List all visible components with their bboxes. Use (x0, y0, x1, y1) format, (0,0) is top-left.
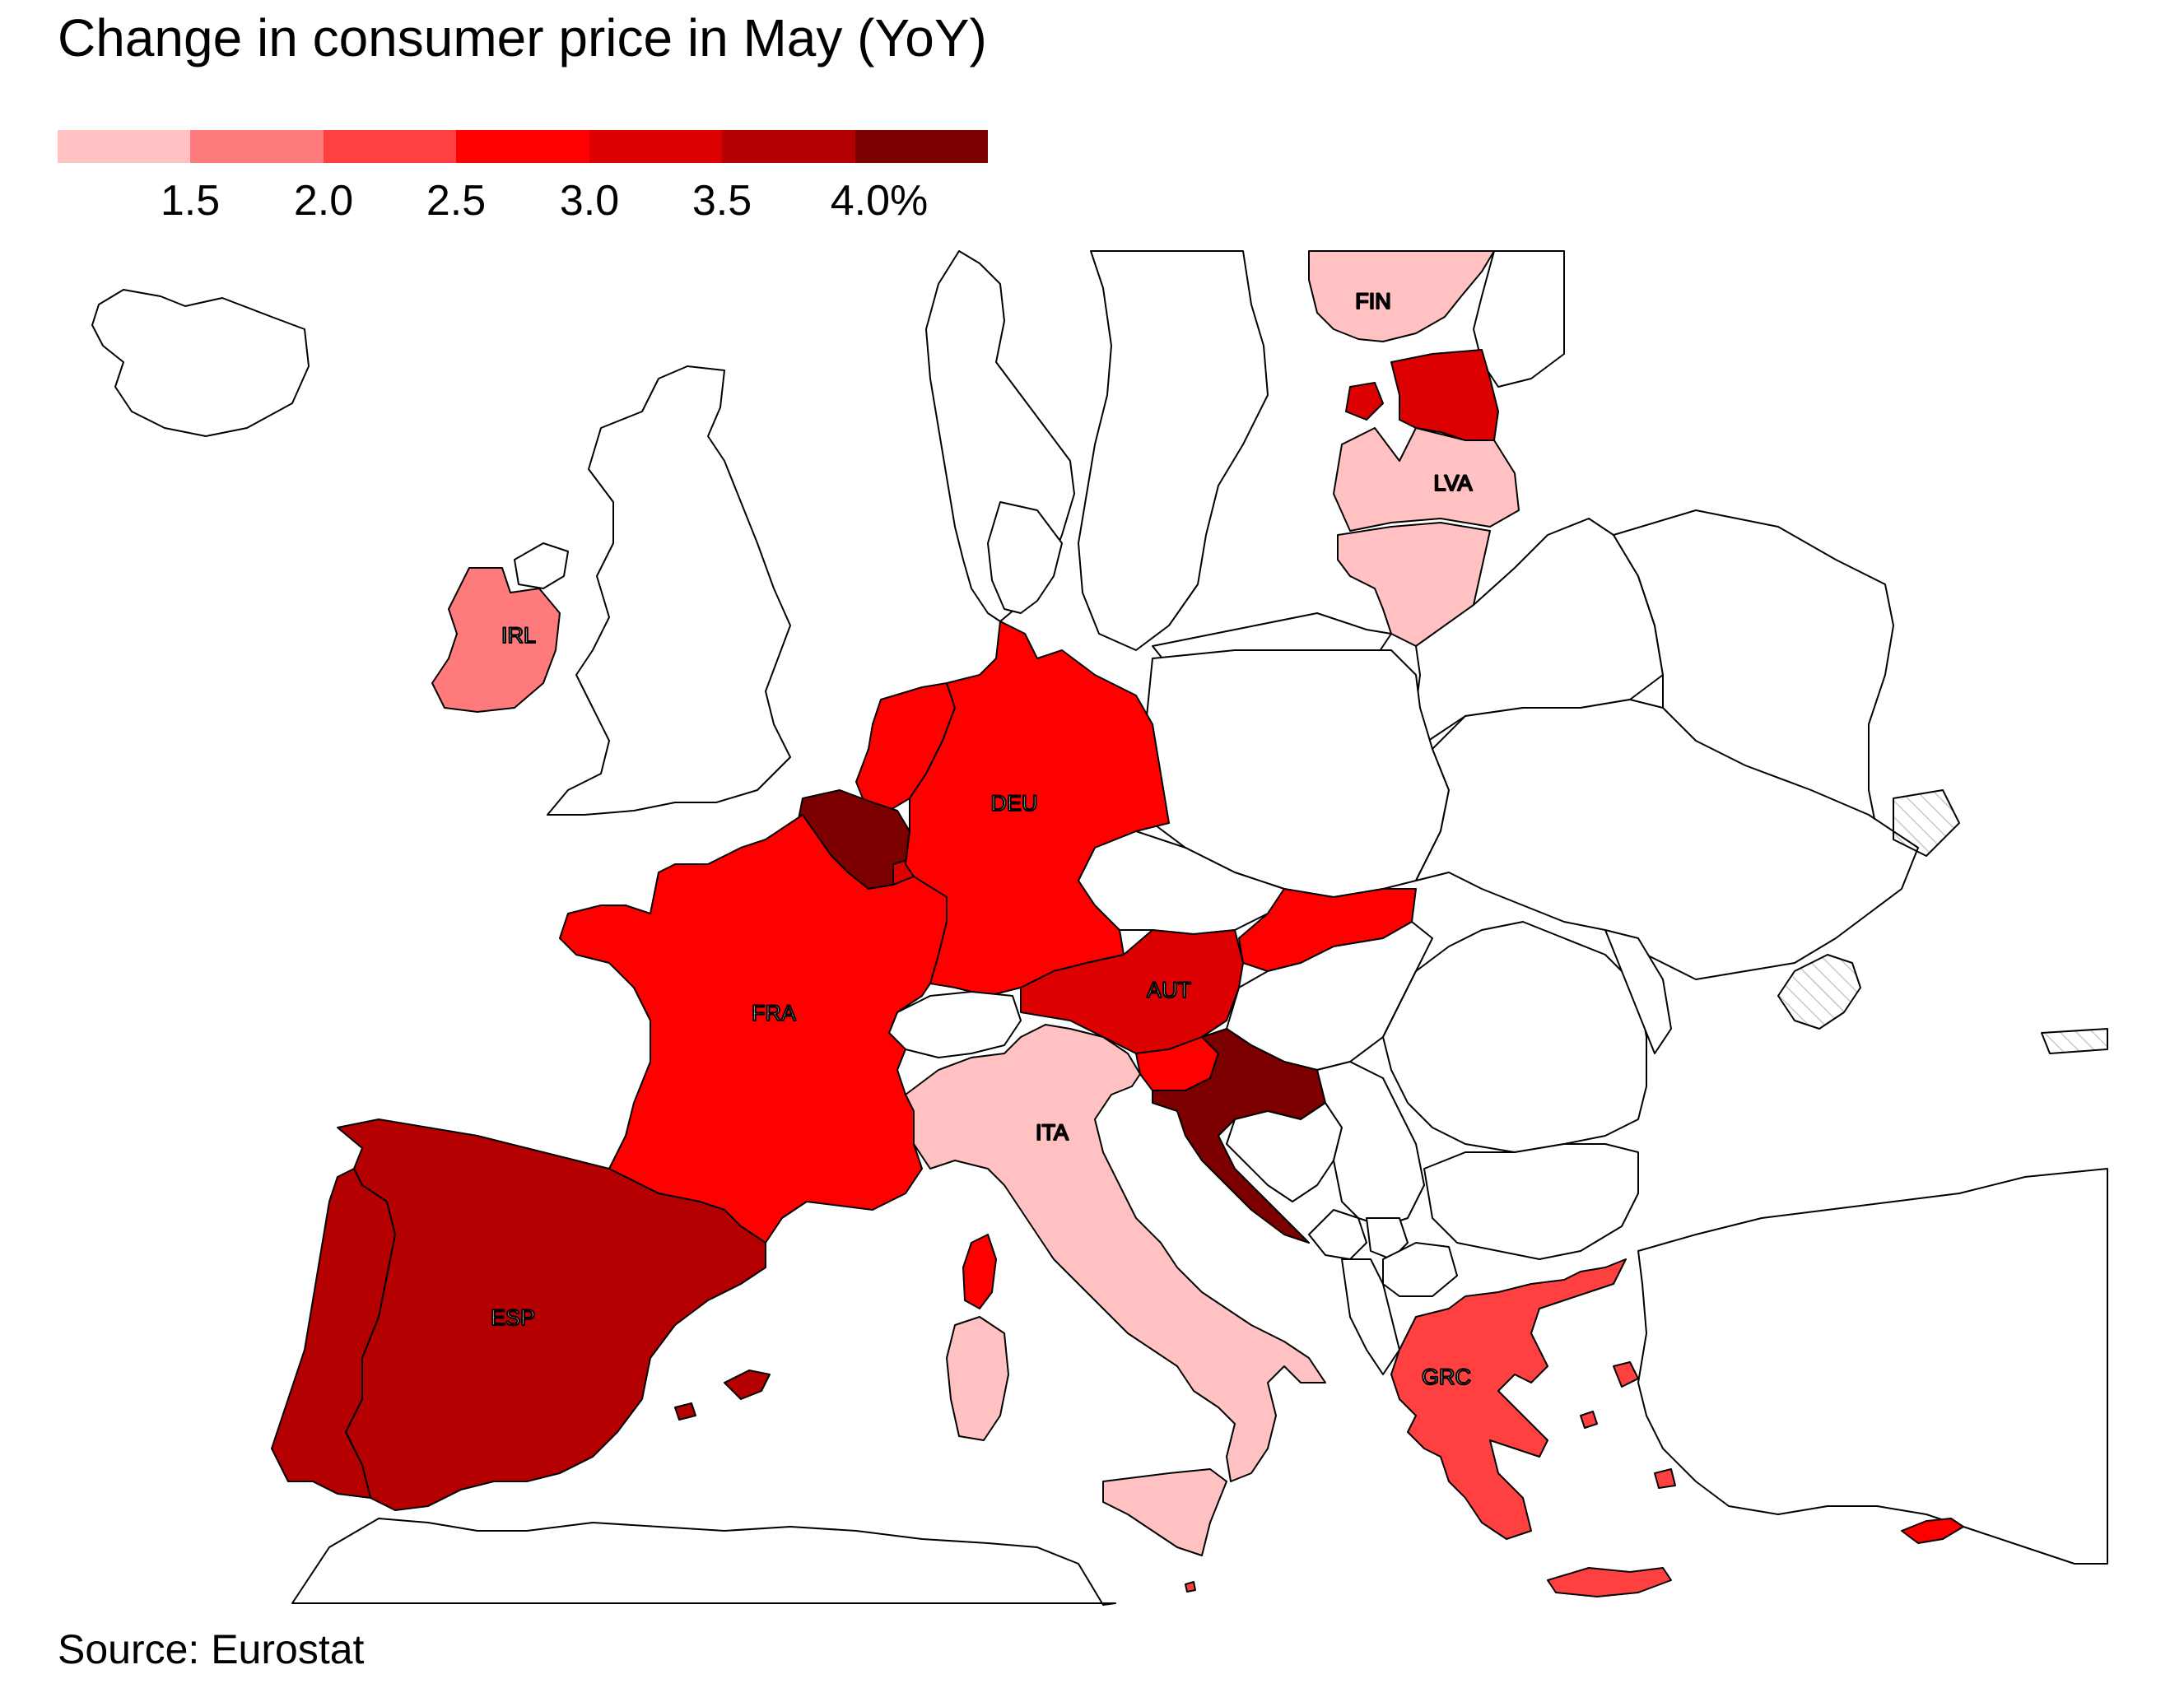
donbas-region (1893, 789, 1960, 857)
country-ita-sicily (1102, 1468, 1227, 1556)
country-grc-crete (1547, 1567, 1672, 1597)
great-britain-country (547, 365, 791, 816)
crimea-region (1777, 954, 1861, 1030)
legend-swatch-1 (58, 130, 191, 163)
denmark-country (987, 501, 1063, 614)
country-irl (431, 567, 561, 713)
legend-swatch-2 (190, 130, 324, 163)
chart-title: Change in consumer price in May (YoY) (58, 8, 987, 67)
legend-label-2: 2.0 (293, 177, 354, 225)
legend-label-6: 4.0% (830, 177, 929, 225)
country-esp-ibiza (674, 1402, 696, 1421)
label-deu: DEU (990, 791, 1037, 816)
romania-country (1382, 921, 1647, 1153)
country-fra (559, 814, 948, 1244)
north-africa-landmass (291, 1518, 1116, 1606)
bulgaria-country (1423, 1143, 1639, 1260)
country-est-island (1345, 382, 1384, 421)
bosnia-country (1226, 1102, 1343, 1202)
country-grc-island-2 (1580, 1411, 1598, 1429)
albania-country (1341, 1258, 1400, 1375)
montenegro-country (1308, 1209, 1367, 1260)
country-fin (1308, 250, 1495, 342)
country-ita (905, 1024, 1326, 1482)
label-lva: LVA (1433, 471, 1472, 495)
legend-swatch-4 (456, 130, 589, 163)
russia-north-country (1473, 250, 1565, 388)
label-esp: ESP (491, 1305, 535, 1330)
label-fra: FRA (752, 1001, 796, 1025)
label-irl: IRL (501, 623, 536, 648)
legend-labels: 1.5 2.0 2.5 3.0 3.5 4.0% (58, 176, 988, 229)
country-esp-balearic (724, 1370, 771, 1400)
legend-label-1: 1.5 (160, 177, 221, 225)
iceland-country (91, 289, 310, 437)
country-mlt (1185, 1581, 1196, 1593)
legend-label-4: 3.0 (559, 177, 620, 225)
country-grc (1390, 1258, 1627, 1540)
country-cyp (1901, 1518, 1964, 1544)
legend-label-5: 3.5 (692, 177, 752, 225)
legend-swatch-7 (855, 130, 988, 163)
source-note: Source: Eurostat (58, 1626, 365, 1672)
country-grc-island-1 (1613, 1361, 1639, 1388)
label-aut: AUT (1147, 978, 1191, 1002)
country-aut (1020, 929, 1244, 1054)
label-grc: GRC (1422, 1365, 1471, 1389)
country-lva (1333, 427, 1520, 532)
legend-swatch-6 (722, 130, 855, 163)
label-fin: FIN (1355, 289, 1391, 314)
northern-ireland-country (514, 542, 569, 589)
country-fra-corsica (962, 1234, 997, 1309)
legend-label-3: 2.5 (426, 177, 487, 225)
north-macedonia-country (1382, 1242, 1458, 1297)
color-legend (58, 130, 988, 163)
label-ita: ITA (1036, 1120, 1069, 1145)
country-prt (271, 1168, 396, 1499)
country-grc-island-3 (1654, 1468, 1676, 1489)
ukraine-country (1415, 699, 1919, 980)
kerch-region (2041, 1028, 2108, 1054)
turkey-country (1637, 1168, 2108, 1565)
legend-swatch-5 (589, 130, 723, 163)
country-est (1390, 349, 1499, 441)
legend-swatch-3 (323, 130, 457, 163)
sweden-country (1078, 250, 1269, 651)
country-ita-sardinia (946, 1316, 1009, 1441)
moldova-country (1604, 929, 1672, 1054)
